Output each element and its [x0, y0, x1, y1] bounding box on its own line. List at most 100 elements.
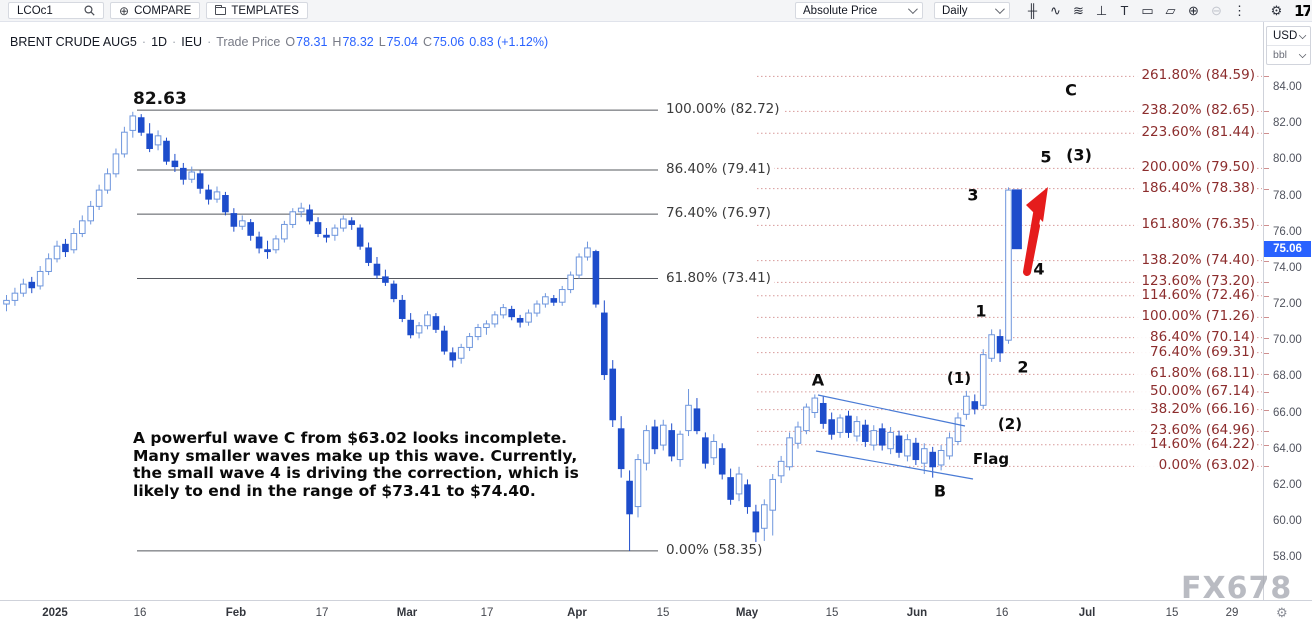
fib-axis-tick [1264, 431, 1269, 433]
interval-select[interactable]: Daily [934, 2, 1010, 19]
candle-body [121, 131, 128, 155]
time-tick-label: Jul [1078, 607, 1096, 619]
tradingview-logo[interactable]: 17 [1294, 1, 1310, 20]
candle-body [499, 307, 507, 316]
candle-body [95, 189, 103, 207]
candle-body [264, 249, 271, 253]
candle-body [558, 289, 566, 303]
candle-body [457, 346, 465, 359]
fib-extension-label: 100.00% (71.26) [1134, 309, 1255, 325]
time-tick-label: 16 [133, 607, 147, 619]
candle-body [609, 368, 617, 421]
fib-extension-label: 50.00% (67.14) [1134, 383, 1255, 399]
interval-value: Daily [942, 4, 968, 17]
unit-selector[interactable]: USD bbl [1266, 26, 1311, 65]
candle-body [508, 308, 515, 318]
tool-icon-strip: ╫ ∿ ≋ ⊥ T ▭ ▱ ⊕ ⊖ ⋮ [1021, 3, 1251, 19]
analysis-annotation: A powerful wave C from $63.02 looks inco… [133, 429, 579, 500]
fib-retracement-label: 86.40% (79.41) [663, 161, 774, 178]
axis-settings-icon[interactable]: ⚙ [1276, 605, 1288, 620]
fib-extension-label: 0.00% (63.02) [1134, 458, 1255, 474]
legend-exchange: IEU [181, 35, 203, 49]
waves-icon[interactable]: ≋ [1073, 2, 1084, 18]
measure-icon[interactable]: ⊥ [1095, 2, 1108, 18]
candle-body [920, 448, 928, 464]
price-axis[interactable]: USD bbl 75.06 84.00 82.00 80.00 78.00 76.00 7… [1263, 22, 1312, 600]
candle-body [390, 283, 398, 300]
fib-extension-label: 186.40% (78.38) [1134, 180, 1255, 196]
candle-body [1011, 189, 1022, 250]
price-mode-select[interactable]: Absolute Price [795, 2, 923, 19]
candle-body [340, 218, 347, 229]
candlesticks-icon[interactable]: ╫ [1027, 3, 1038, 18]
time-tick-label: 17 [315, 607, 329, 619]
wave-label: Flag [972, 450, 1010, 468]
fib-extension-label: 138.20% (74.40) [1134, 252, 1255, 268]
time-tick-label: May [735, 607, 759, 619]
candle-body [171, 160, 179, 168]
compare-button[interactable]: ⊕ COMPARE [110, 2, 201, 19]
zoom-in-icon[interactable]: ⊕ [1188, 2, 1199, 18]
fib-extension-label: 86.40% (70.14) [1134, 329, 1255, 345]
candle-body [845, 415, 852, 433]
wave-label: 2 [1017, 357, 1029, 377]
symbol-search-box[interactable]: LCOc1 [8, 2, 104, 19]
price-tick-label: 78.00 [1273, 189, 1302, 202]
polygon-tool-icon[interactable]: ▱ [1165, 2, 1176, 18]
kebab-menu-icon[interactable]: ⋮ [1233, 2, 1246, 18]
unit-value: bbl [1273, 49, 1288, 61]
price-tick-label: 74.00 [1273, 261, 1302, 274]
candle-body [11, 292, 19, 301]
fib-retracement-label: 76.40% (76.97) [663, 205, 774, 223]
candle-body [744, 484, 751, 508]
time-tick-label: Mar [396, 607, 418, 619]
fib-extension-label: 123.60% (73.20) [1134, 274, 1255, 290]
candle-body [323, 234, 330, 238]
price-tick-label: 66.00 [1273, 406, 1302, 419]
fib-extension-label: 38.20% (66.16) [1134, 401, 1255, 417]
candle-body [247, 222, 254, 236]
wave-label: 5 [1040, 147, 1052, 167]
candle-body [761, 504, 768, 529]
candle-body [786, 437, 793, 468]
candle-body [651, 426, 659, 450]
candle-body [62, 243, 69, 253]
templates-button[interactable]: TEMPLATES [206, 2, 308, 19]
candle-body [213, 191, 221, 200]
candle-body [382, 276, 389, 283]
fib-axis-tick [1264, 409, 1269, 411]
candle-body [937, 450, 945, 466]
candle-body [828, 419, 835, 435]
settings-gear-icon[interactable]: ⚙ [1270, 2, 1283, 18]
candle-body [28, 281, 36, 289]
symbol-label: LCOc1 [17, 4, 53, 17]
time-tick-label: 15 [656, 607, 670, 619]
symbol-title: BRENT CRUDE AUG5 [10, 35, 137, 49]
candle-body [516, 317, 524, 323]
time-tick-label: Jun [906, 607, 928, 619]
candle-body [525, 312, 532, 323]
candle-body [3, 299, 10, 305]
candle-body [626, 480, 633, 515]
candle-body [777, 460, 785, 477]
time-tick-label: Feb [225, 607, 247, 619]
time-tick-label: 16 [995, 607, 1009, 619]
candle-body [803, 406, 810, 432]
indicators-icon[interactable]: ∿ [1050, 2, 1061, 18]
text-tool-icon[interactable]: T [1120, 3, 1129, 18]
candle-body [702, 437, 709, 464]
price-tick-label: 80.00 [1273, 153, 1302, 166]
fib-axis-tick [1264, 466, 1269, 468]
candle-body [710, 440, 718, 459]
shape-tool-icon[interactable]: ▭ [1141, 2, 1154, 18]
time-axis[interactable]: ⚙ 2025 16 Feb 17 Mar 17 Apr 15 May 15 Jun 16 Jul 15 29 [0, 600, 1312, 624]
symbol-legend[interactable]: BRENT CRUDE AUG5 · 1D · IEU · Trade Pric… [10, 35, 555, 49]
fib-extension-label: 61.80% (68.11) [1134, 366, 1255, 382]
top-toolbar: LCOc1 ⊕ COMPARE TEMPLATES Absolute Price… [0, 0, 1312, 22]
legend-interval: 1D [151, 35, 168, 49]
candle-body [862, 424, 869, 442]
chevron-down-icon [907, 4, 918, 15]
candle-body [659, 424, 667, 446]
